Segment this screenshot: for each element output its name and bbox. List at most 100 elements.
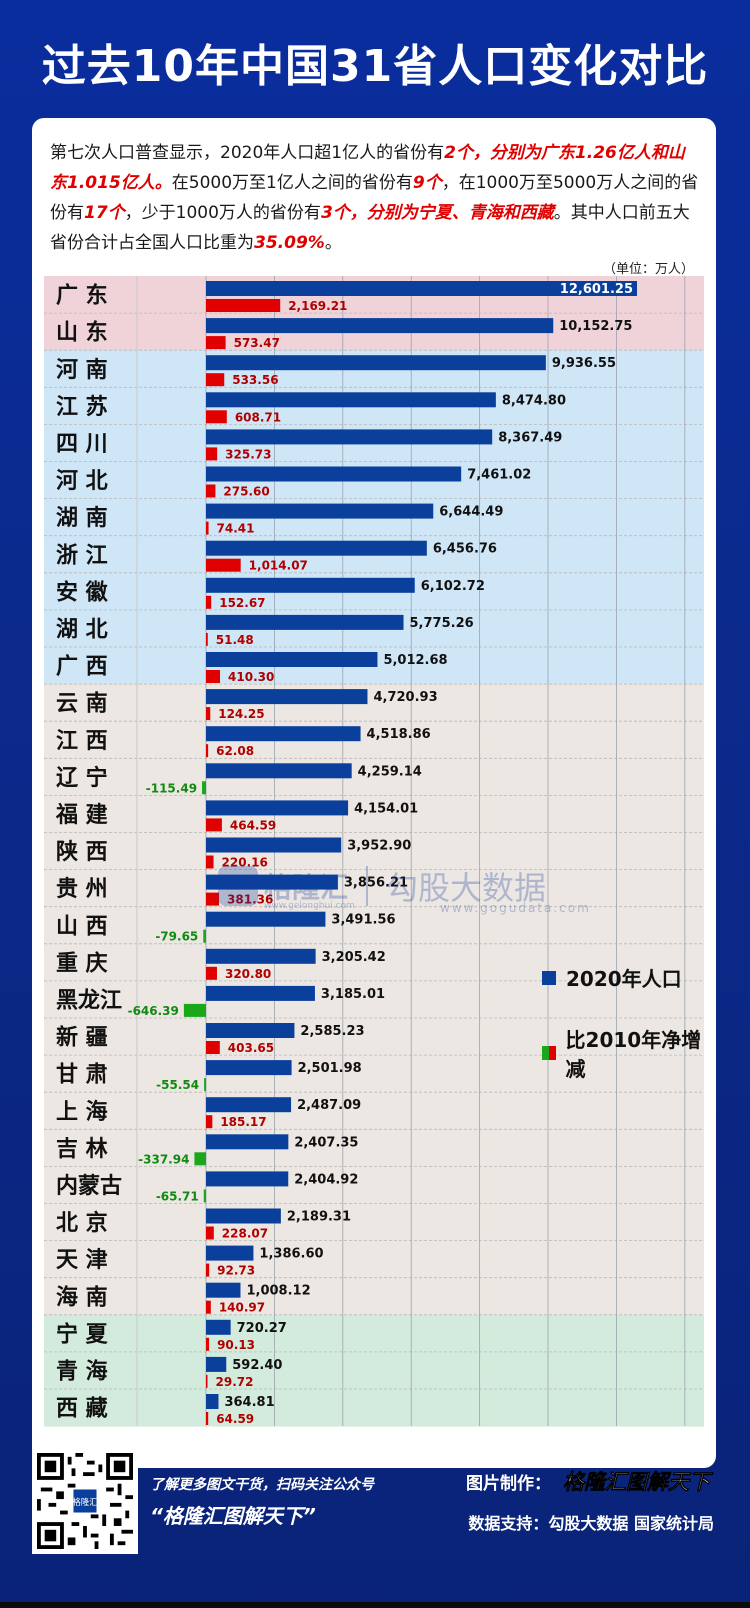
population-bar	[206, 614, 404, 630]
population-bar	[206, 466, 462, 482]
population-bar	[206, 1097, 292, 1113]
population-bar	[206, 837, 342, 853]
population-bar	[206, 392, 496, 408]
population-bar	[206, 429, 493, 445]
footer-credit-label: 图片制作：	[466, 1473, 551, 1494]
row-band	[44, 795, 704, 833]
change-value-label: 74.41	[217, 522, 255, 536]
change-value-label: -79.65	[155, 930, 198, 944]
watermark-brand-2: 勾股大数据	[386, 869, 547, 907]
population-bar	[206, 355, 546, 371]
population-value-label: 1,386.60	[259, 1247, 323, 1262]
category-label: 湖 北	[56, 617, 108, 642]
population-bar	[206, 503, 434, 519]
population-bar	[206, 1208, 281, 1224]
population-value-label: 2,501.98	[298, 1061, 362, 1076]
change-value-label: 573.47	[234, 336, 280, 350]
category-label: 山 东	[56, 320, 108, 346]
category-label: 黑龙江	[56, 988, 122, 1013]
change-bar	[206, 670, 221, 683]
change-value-label: 608.71	[235, 410, 281, 424]
legend-label-change: 比2010年净增减	[565, 1028, 702, 1081]
population-bar	[206, 1245, 254, 1261]
legend-item-change: 比2010年净增减	[542, 1024, 716, 1082]
change-value-label: 124.25	[218, 707, 264, 721]
population-value-label: 12,601.25	[560, 282, 633, 297]
category-label: 贵 州	[56, 877, 108, 902]
category-label: 甘 肃	[56, 1062, 108, 1088]
population-bar	[206, 763, 352, 779]
change-bar	[206, 447, 218, 461]
watermark-brand-1: 格隆汇	[264, 871, 349, 904]
category-label: 重 庆	[56, 950, 108, 976]
population-bar	[206, 281, 637, 296]
row-band	[44, 1389, 704, 1427]
row-band	[44, 1018, 704, 1056]
footer-data-source: 数据支持：勾股大数据 国家统计局	[468, 1514, 714, 1533]
row-band	[44, 721, 704, 759]
change-value-label: 325.73	[225, 447, 271, 461]
population-bar	[206, 874, 338, 890]
population-bar	[206, 318, 554, 334]
row-band	[44, 869, 704, 908]
population-value-label: 2,404.92	[294, 1172, 358, 1187]
change-value-label: 410.30	[228, 670, 274, 684]
population-value-label: 5,775.26	[410, 616, 474, 631]
row-band	[44, 1351, 704, 1390]
change-value-label: 51.48	[216, 633, 254, 647]
change-value-label: 275.60	[223, 485, 269, 499]
population-bar	[206, 1171, 289, 1187]
change-bar	[206, 632, 208, 646]
intro-highlight-2: 9个	[412, 173, 442, 193]
watermark-url-1: www.gelonghui.com	[264, 901, 355, 911]
category-label: 陕 西	[56, 840, 108, 865]
category-label: 江 苏	[56, 394, 108, 420]
category-label: 上 海	[56, 1099, 108, 1125]
change-value-label: 152.67	[219, 596, 265, 610]
category-label: 广 西	[56, 654, 108, 680]
change-value-label: 220.16	[222, 856, 268, 870]
row-band	[44, 1314, 704, 1353]
change-bar	[206, 373, 225, 387]
change-bar	[194, 1152, 206, 1166]
change-value-label: -55.54	[156, 1078, 199, 1092]
population-value-label: 1,008.12	[246, 1284, 310, 1299]
change-bar	[206, 855, 214, 869]
category-label: 广 东	[56, 283, 108, 309]
population-value-label: 4,720.93	[373, 690, 437, 705]
category-label: 浙 江	[56, 543, 108, 568]
population-bar	[206, 1394, 219, 1409]
change-value-label: -337.94	[138, 1152, 189, 1166]
footer-credit: 图片制作： 格隆汇图解天下	[466, 1466, 714, 1496]
change-bar	[206, 744, 209, 758]
population-bar-chart: 广 东 12,601.25 2,169.21 山 东 10,152.75 573.47 河 …	[44, 276, 704, 1427]
population-bar	[206, 948, 316, 964]
population-value-label: 2,585.23	[300, 1024, 364, 1039]
population-value-label: 5,012.68	[383, 653, 447, 668]
row-band	[44, 1055, 704, 1093]
population-bar	[206, 985, 315, 1001]
category-label: 河 南	[56, 358, 108, 383]
qr-code[interactable]: 格隆汇	[32, 1448, 138, 1554]
population-bar	[206, 800, 349, 816]
population-bar	[206, 652, 378, 667]
row-band	[44, 906, 704, 945]
intro-paragraph: 第七次人口普查显示，2020年人口超1亿人的省份有2个，分别为广东1.26亿人和…	[50, 138, 700, 258]
population-bar	[206, 726, 361, 742]
change-value-label: 140.97	[219, 1301, 265, 1315]
change-value-label: 29.72	[216, 1375, 254, 1389]
change-value-label: 90.13	[217, 1338, 255, 1352]
intro-text-4: ，少于1000万人的省份有	[124, 203, 321, 223]
population-value-label: 9,936.55	[552, 356, 616, 371]
category-label: 江 西	[56, 729, 108, 754]
population-value-label: 6,456.76	[433, 542, 497, 557]
population-value-label: 2,189.31	[287, 1210, 351, 1225]
population-bar	[206, 1319, 231, 1335]
intro-highlight-5: 35.09%	[254, 233, 325, 253]
change-value-label: 92.73	[217, 1264, 255, 1278]
population-value-label: 3,952.90	[347, 839, 411, 854]
population-value-label: 2,407.35	[294, 1135, 358, 1150]
population-value-label: 3,205.42	[322, 950, 386, 965]
row-band	[44, 758, 704, 796]
category-label: 山 西	[56, 914, 108, 939]
